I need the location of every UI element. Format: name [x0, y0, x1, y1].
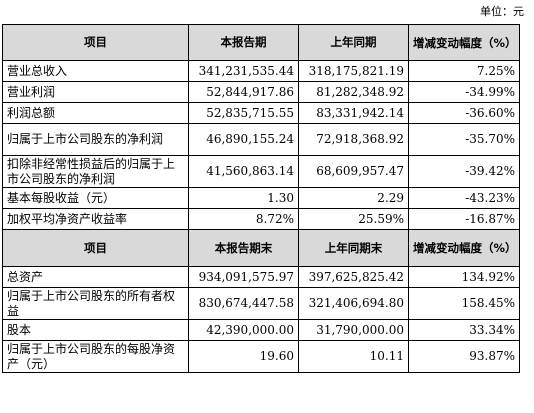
value-cell: 81,282,348.92: [298, 81, 409, 103]
value-cell: 42,390,000.00: [188, 319, 299, 341]
column-header: 增减变动幅度（%）: [408, 229, 520, 267]
column-header: 本报告期: [188, 24, 299, 61]
row-label: 加权平均净资产收益率: [2, 208, 189, 230]
table-row: 基本每股收益（元） 1.30 2.29 -43.23%: [2, 187, 520, 209]
table-row: 总资产 934,091,575.97 397,625,825.42 134.92%: [2, 266, 520, 288]
value-cell: 41,560,863.14: [188, 155, 299, 188]
value-cell: 1.30: [188, 187, 299, 209]
financial-summary-table: 项目 本报告期 上年同期 增减变动幅度（%） 营业总收入 341,231,535.44 31…: [2, 24, 520, 373]
row-label: 总资产: [2, 266, 189, 288]
value-cell: 83,331,942.14: [298, 102, 409, 124]
value-cell: 52,844,917.86: [188, 81, 299, 103]
table-row: 加权平均净资产收益率 8.72% 25.59% -16.87%: [2, 208, 520, 230]
value-cell: 19.60: [188, 340, 299, 373]
value-cell: 397,625,825.42: [298, 266, 409, 288]
value-cell: 31,790,000.00: [298, 319, 409, 341]
row-label: 扣除非经常性损益后的归属于上市公司股东的净利润: [2, 155, 189, 188]
table-row: 归属于上市公司股东的净利润 46,890,155.24 72,918,368.92-…: [2, 123, 520, 156]
value-cell: 321,406,694.80: [298, 287, 409, 320]
value-cell: 341,231,535.44: [188, 60, 299, 82]
table-row: 营业利润 52,844,917.86 81,282,348.92 -34.99%: [2, 81, 520, 103]
value-cell: 46,890,155.24: [188, 123, 299, 156]
table-row: 利润总额 52,835,715.55 83,331,942.14 -36.60%: [2, 102, 520, 124]
row-label: 基本每股收益（元）: [2, 187, 189, 209]
row-label: 股本: [2, 319, 189, 341]
row-label: 归属于上市公司股东的净利润: [2, 123, 189, 156]
value-cell: -39.42%: [408, 155, 520, 188]
table-row: 归属于上市公司股东的每股净资产（元） 19.60 10.11 93.87%: [2, 340, 520, 373]
row-label: 营业利润: [2, 81, 189, 103]
section2-header-row: 项目 本报告期末 上年同期末 增减变动幅度（%）: [2, 229, 520, 267]
row-label: 归属于上市公司股东的所有者权益: [2, 287, 189, 320]
value-cell: 72,918,368.92: [298, 123, 409, 156]
row-label: 营业总收入: [2, 60, 189, 82]
value-cell: 7.25%: [408, 60, 520, 82]
value-cell: 134.92%: [408, 266, 520, 288]
value-cell: 8.72%: [188, 208, 299, 230]
table-row: 归属于上市公司股东的所有者权益 830,674,447.58 321,406,694…: [2, 287, 520, 320]
value-cell: -16.87%: [408, 208, 520, 230]
column-header: 上年同期末: [298, 229, 409, 267]
column-header: 上年同期: [298, 24, 409, 61]
row-label: 归属于上市公司股东的每股净资产（元）: [2, 340, 189, 373]
value-cell: 830,674,447.58: [188, 287, 299, 320]
value-cell: -35.70%: [408, 123, 520, 156]
value-cell: 10.11: [298, 340, 409, 373]
value-cell: 68,609,957.47: [298, 155, 409, 188]
value-cell: 934,091,575.97: [188, 266, 299, 288]
section1-header-row: 项目 本报告期 上年同期 增减变动幅度（%）: [2, 24, 520, 61]
value-cell: 33.34%: [408, 319, 520, 341]
column-header: 本报告期末: [188, 229, 299, 267]
table-row: 营业总收入 341,231,535.44 318,175,821.19 7.25%: [2, 60, 520, 82]
value-cell: 52,835,715.55: [188, 102, 299, 124]
unit-label: 单位：元: [480, 5, 524, 18]
value-cell: -43.23%: [408, 187, 520, 209]
value-cell: 158.45%: [408, 287, 520, 320]
value-cell: 2.29: [298, 187, 409, 209]
column-header: 增减变动幅度（%）: [408, 24, 520, 61]
table-row: 股本 42,390,000.00 31,790,000.00 33.34%: [2, 319, 520, 341]
table-row: 扣除非经常性损益后的归属于上市公司股东的净利润 41,560,863.14 68,6…: [2, 155, 520, 188]
row-label: 利润总额: [2, 102, 189, 124]
value-cell: -36.60%: [408, 102, 520, 124]
value-cell: -34.99%: [408, 81, 520, 103]
column-header: 项目: [2, 24, 189, 61]
value-cell: 318,175,821.19: [298, 60, 409, 82]
column-header: 项目: [2, 229, 189, 267]
value-cell: 25.59%: [298, 208, 409, 230]
value-cell: 93.87%: [408, 340, 520, 373]
